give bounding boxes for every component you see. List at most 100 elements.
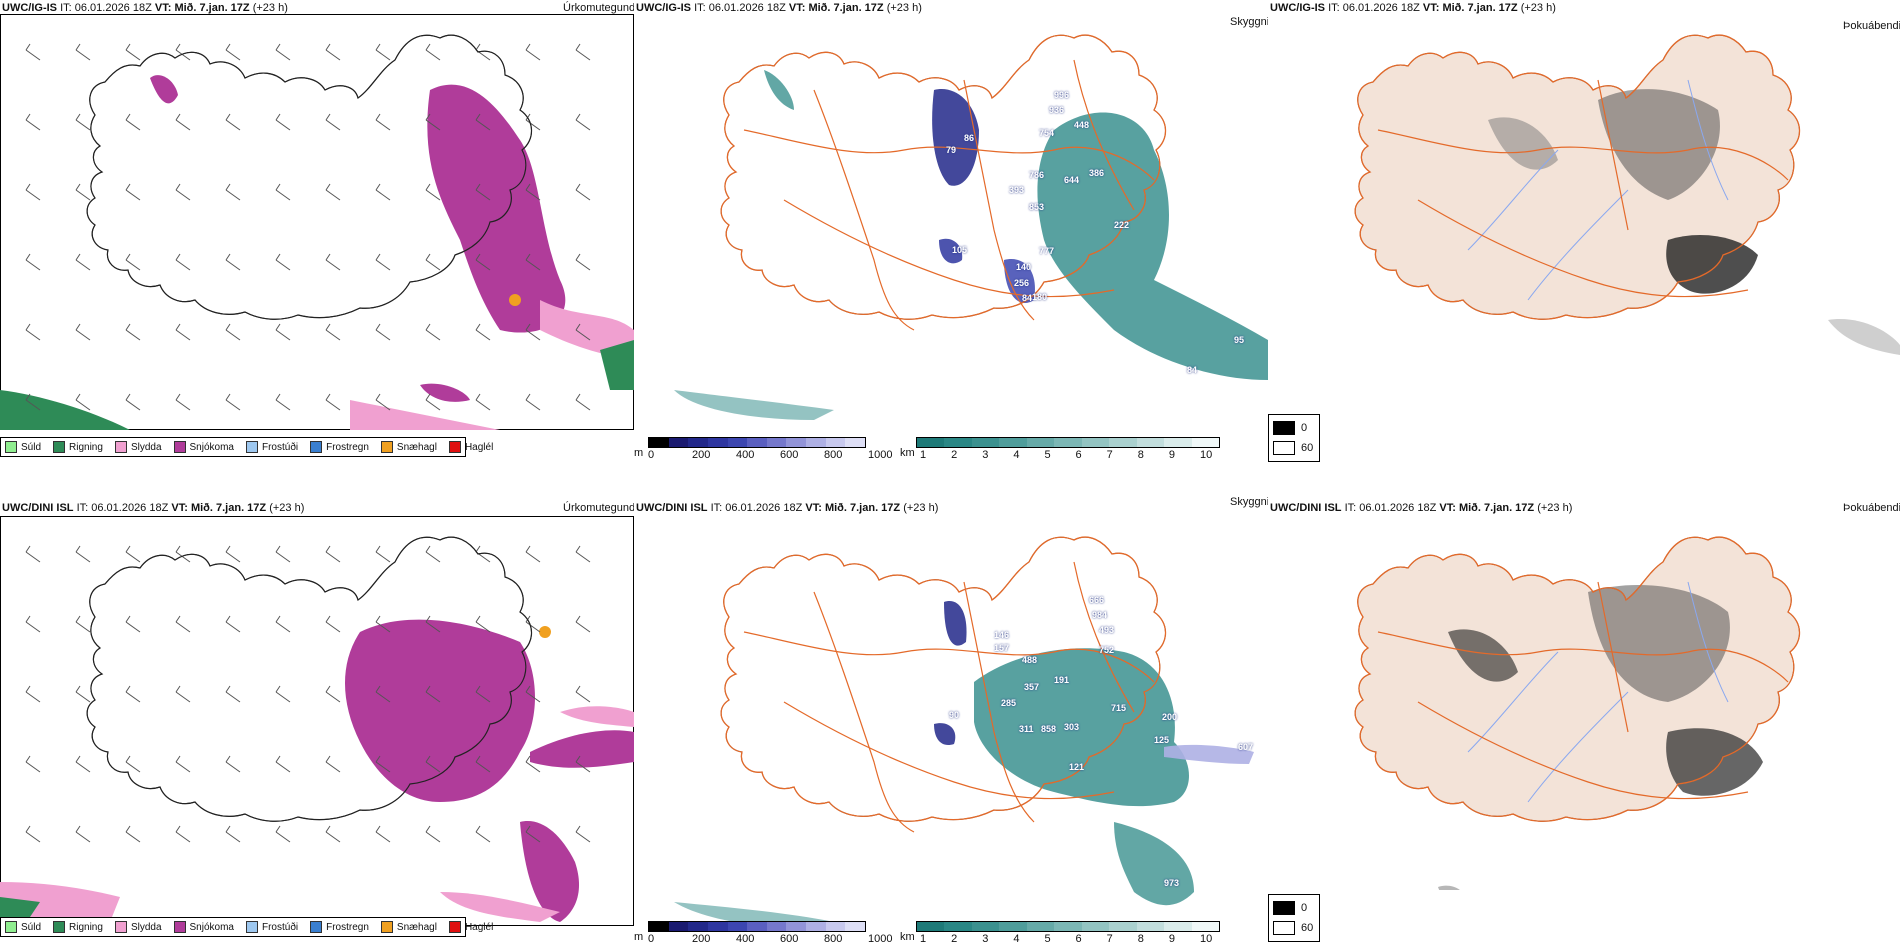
precip-legend: Súld Rigning Slydda Snjókoma Frostúði Fr… [0,437,493,457]
legend-item: Frostúði [245,921,298,933]
colorbar-bin [688,922,708,931]
vis-unit: km [900,447,915,459]
ceiling-value: 200 [1162,712,1178,722]
low-vis-nw [764,70,794,110]
snow-area-e [530,730,634,768]
low-vis-area [974,648,1189,807]
legend-item: Slydda [114,921,162,933]
colorbar-bin [649,438,669,447]
colorbar-tick: 0 [648,933,655,945]
low-ceiling-area-c [939,238,963,264]
low-ceiling-area-c [934,723,956,746]
fog-label-low: 60 [1301,922,1314,934]
colorbar-bin [825,922,846,931]
colorbar-bin [1109,438,1137,447]
ceiling-value: 357 [1024,682,1040,692]
fog-swatch-low [1273,921,1295,935]
legend-item: Haglél [448,921,493,933]
ceiling-value: 752 [1099,645,1115,655]
visibility-colorbar [916,437,1220,448]
colorbar-tick: 8 [1137,933,1144,945]
ceiling-value: 996 [1054,90,1070,100]
fog-legend-bottom: 0 60 [1268,894,1320,942]
colorbar-tick: 400 [736,449,755,461]
ceiling-value: 191 [1054,675,1070,685]
ceiling-value: 715 [1111,703,1127,713]
colorbar-bin [1026,922,1055,931]
ceiling-value: 853 [1029,202,1045,212]
ceiling-value: 644 [1064,175,1080,185]
ceiling-value: 493 [1099,625,1115,635]
rivers-icon [1467,581,1729,803]
colorbar-tick: 10 [1200,933,1213,945]
colorbar-bin [806,438,826,447]
ceiling-unit: m [634,931,644,943]
colorbar-bin [747,438,767,447]
rain-area-sw [0,897,40,917]
fog-light [1448,629,1518,682]
rain-area-sw [0,390,130,430]
ceiling-value: 386 [1089,168,1105,178]
ceiling-value: 256 [1014,278,1030,288]
ceiling-value: 180 [1032,292,1048,302]
ceiling-value: 973 [1164,878,1180,888]
colorbar-tick: 1000 [868,449,893,461]
low-ceiling-area [944,601,967,646]
road-network-icon [743,59,1155,331]
legend-item: Rigning [53,441,103,453]
road-network-icon [743,561,1155,833]
fog-map-top [1354,34,1900,355]
colorbar-tick: 7 [1106,449,1113,461]
colorbar-tick: 800 [824,449,843,461]
ceiling-value: 448 [1074,120,1090,130]
snow-area-nw [150,75,178,104]
panel-title: UWC/DINI ISL IT: 06.01.2026 18Z VT: Mið.… [2,502,305,514]
colorbar-bin [668,438,689,447]
colorbar-bin [747,922,767,931]
colorbar-tick: 200 [692,933,711,945]
ceiling-value: 607 [1238,742,1254,752]
colorbar-bin [806,922,826,931]
fog-map-bottom [1354,536,1801,890]
colorbar-bin [766,438,787,447]
colorbar-bin [825,438,846,447]
colorbar-bin [944,922,972,931]
colorbar-bin [668,922,689,931]
precip-type-tag: Úrkomutegund [563,2,634,14]
fog-dense [1666,728,1763,796]
colorbar-bin [1191,438,1219,447]
panel-title: UWC/IG-IS IT: 06.01.2026 18Z VT: Mið. 7.… [2,2,288,14]
legend-item: Snjókoma [173,441,234,453]
fog-tag: Þokuábendi [1843,20,1900,32]
ceiling-value: 90 [949,710,960,720]
colorbar-bin [786,438,807,447]
panel-title: UWC/DINI ISL IT: 06.01.2026 18Z VT: Mið.… [636,502,939,514]
colorbar-tick: 4 [1013,933,1020,945]
fog-tag: Þokuábendi [1843,502,1900,514]
colorbar-tick: 1000 [868,933,893,945]
colorbar-bin [999,922,1027,931]
fog-moderate [1588,584,1730,702]
colorbar-bin [1164,438,1192,447]
rivers-icon [1467,79,1729,301]
ceiling-colorbar [648,437,866,448]
colorbar-bin [845,922,866,931]
colorbar-tick: 0 [648,449,655,461]
colorbar-tick: 600 [780,449,799,461]
legend-item: Snæhagl [380,441,437,453]
colorbar-bin [786,922,807,931]
colorbar-tick: 1 [920,933,927,945]
ceiling-unit: m [634,447,644,459]
colorbar-bin [944,438,972,447]
ice-pellet-spot [509,294,521,306]
colorbar-tick: 2 [951,933,958,945]
colorbar-bin [845,438,866,447]
vis-unit: km [900,931,915,943]
colorbar-bin [707,922,728,931]
ceiling-value: 84 [1187,365,1198,375]
road-network-icon [1377,581,1789,800]
colorbar-bin [1081,922,1110,931]
ceiling-value: 777 [1039,246,1055,256]
colorbar-tick: 8 [1137,449,1144,461]
ceiling-value: 157 [994,643,1010,653]
